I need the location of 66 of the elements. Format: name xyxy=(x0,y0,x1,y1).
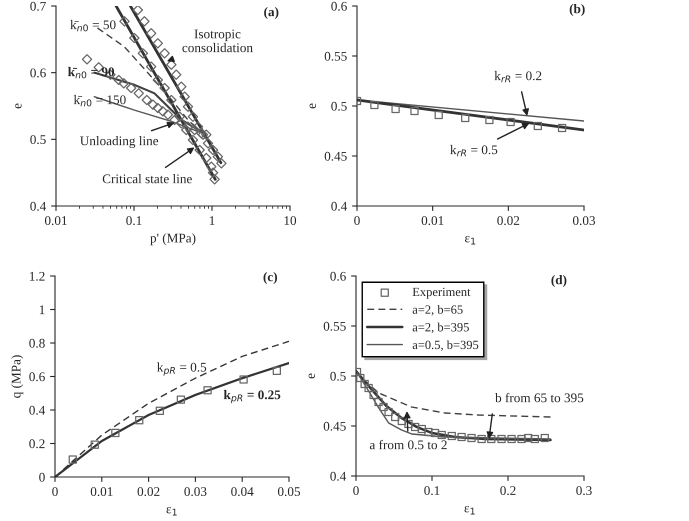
x-tick-label: 0 xyxy=(353,486,359,496)
x-tick-label: 0.03 xyxy=(572,216,596,226)
series-label: k̄$_{n0}$ = 150 xyxy=(74,94,126,106)
annotation: a from 0.5 to 2 xyxy=(370,440,447,450)
annotation: Critical state line xyxy=(102,174,192,184)
x-axis-title: ε$_{1}$ xyxy=(464,506,475,514)
x-tick-label: 0.02 xyxy=(497,216,520,226)
y-tick-label: 0.45 xyxy=(324,152,347,161)
legend-label: a=2, b=395 xyxy=(412,322,469,334)
x-tick-label: 0.01 xyxy=(44,216,67,226)
y-tick-label: 0.6 xyxy=(30,68,46,78)
legend-label: a=0.5, b=395 xyxy=(412,340,478,351)
legend-label: Experiment xyxy=(412,288,470,299)
series-label: k$_{pR}$ = 0.5 xyxy=(157,362,206,376)
x-tick-label: 0.02 xyxy=(138,487,160,496)
y-axis-title: q (MPa) xyxy=(11,355,24,398)
annotation: (a) xyxy=(264,7,278,19)
annotation: (b) xyxy=(570,4,585,16)
y-axis-title: e xyxy=(308,374,315,378)
annotation: (d) xyxy=(551,275,566,287)
y-tick-label: 0.6 xyxy=(330,272,346,281)
x-tick-label: 0.01 xyxy=(422,216,444,226)
y-tick-label: 0.4 xyxy=(30,202,46,211)
y-tick-label: 1 xyxy=(40,305,44,314)
x-tick-label: 0.01 xyxy=(90,487,113,496)
series-label: k̄$_{n0}$ = 50 xyxy=(70,20,116,32)
y-tick-label: 0.8 xyxy=(29,338,45,348)
annotation: (c) xyxy=(264,272,278,284)
y-tick-label: 0.5 xyxy=(331,102,347,111)
y-tick-label: 0 xyxy=(39,472,45,482)
y-tick-label: 0.7 xyxy=(30,2,46,11)
y-tick-label: 0.55 xyxy=(324,52,347,61)
y-axis-title: e xyxy=(310,104,316,108)
y-tick-label: 0.5 xyxy=(330,372,346,381)
x-tick-label: 0.1 xyxy=(126,216,142,226)
annotation: k$_{rR}$ = 0.2 xyxy=(494,70,542,82)
legend-label: a=2, b=65 xyxy=(412,304,463,316)
y-tick-label: 0.6 xyxy=(331,2,347,11)
annotation: Isotropic consolidation xyxy=(182,30,253,52)
y-tick-label: 1.2 xyxy=(30,272,45,281)
y-tick-label: 0.4 xyxy=(331,202,348,211)
x-tick-label: 0.04 xyxy=(231,487,254,496)
x-axis-title: ε$_{1}$ xyxy=(465,236,476,244)
x-tick-label: 1 xyxy=(210,216,215,225)
y-tick-label: 0.4 xyxy=(29,406,46,415)
annotation: Unloading line xyxy=(80,136,158,148)
x-tick-label: 0 xyxy=(52,487,58,496)
y-tick-label: 0.4 xyxy=(330,472,346,481)
x-axis-title: p' (MPa) xyxy=(150,233,196,246)
x-tick-label: 0 xyxy=(354,216,360,226)
annotation: b from 65 to 395 xyxy=(495,392,584,402)
y-tick-label: 0.6 xyxy=(29,372,45,382)
x-axis-title: ε$_{1}$ xyxy=(166,507,177,516)
x-tick-label: 0.03 xyxy=(184,487,206,496)
y-tick-label: 0.2 xyxy=(29,439,45,448)
x-tick-label: 0.05 xyxy=(278,487,300,496)
y-axis-title: e xyxy=(15,104,22,108)
y-tick-label: 0.45 xyxy=(324,422,346,431)
x-tick-label: 0.1 xyxy=(424,486,440,496)
x-tick-label: 0.2 xyxy=(500,486,516,496)
x-tick-label: 0.3 xyxy=(576,486,592,496)
y-tick-label: 0.5 xyxy=(30,135,46,144)
series-label: k$_{pR}$ = 0.25 xyxy=(224,390,280,404)
x-tick-label: 10 xyxy=(284,216,296,226)
annotation: k$_{rR}$ = 0.5 xyxy=(450,144,498,156)
y-tick-label: 0.55 xyxy=(324,322,346,331)
